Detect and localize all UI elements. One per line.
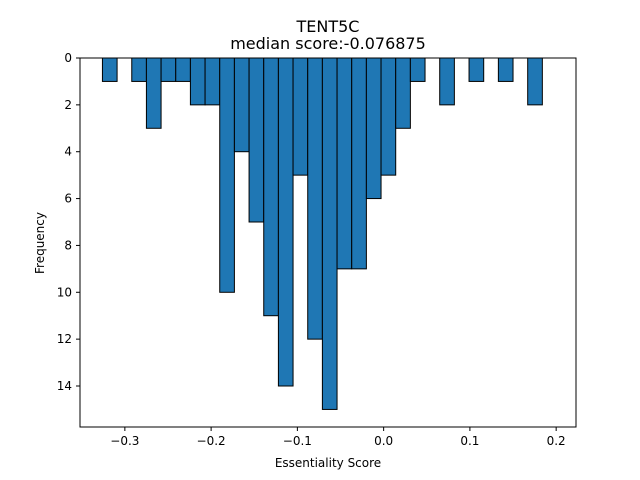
- y-tick-label: 0: [64, 51, 72, 65]
- y-tick-label: 10: [57, 285, 72, 299]
- y-tick-label: 2: [64, 98, 72, 112]
- histogram-bar: [204, 57, 221, 106]
- x-tick-label: −0.1: [283, 434, 312, 448]
- x-tick-label: −0.3: [110, 434, 139, 448]
- bars-group: [101, 57, 543, 410]
- histogram-bar: [248, 57, 265, 223]
- histogram-bar: [497, 57, 514, 82]
- histogram-bar: [277, 57, 294, 387]
- y-axis-label: Frequency: [33, 212, 47, 274]
- y-tick-label: 6: [64, 192, 72, 206]
- x-axis-label: Essentiality Score: [275, 456, 381, 470]
- y-tick-label: 12: [57, 332, 72, 346]
- histogram-bar: [409, 57, 426, 82]
- x-axis: −0.3 −0.2 −0.1 0.0 0.1 0.2: [110, 427, 566, 448]
- histogram-bar: [131, 57, 147, 82]
- histogram-bar: [365, 57, 382, 200]
- histogram-bar: [189, 57, 206, 106]
- histogram-bar: [292, 57, 309, 176]
- histogram-bar: [145, 57, 162, 129]
- y-tick-label: 8: [64, 238, 72, 252]
- histogram-bar: [395, 57, 411, 129]
- histogram-bar: [263, 57, 279, 317]
- histogram-bar: [380, 57, 397, 176]
- histogram-bar: [527, 57, 543, 106]
- histogram-bar: [439, 57, 455, 106]
- histogram-bar: [219, 57, 235, 293]
- histogram-bar: [160, 57, 177, 82]
- chart-subtitle: median score:-0.076875: [230, 34, 426, 53]
- histogram-bar: [351, 57, 367, 270]
- x-tick-label: −0.2: [197, 434, 226, 448]
- y-tick-label: 14: [57, 379, 72, 393]
- histogram-bar: [468, 57, 485, 82]
- histogram-bar: [175, 57, 191, 82]
- histogram-bar: [321, 57, 338, 410]
- histogram-bar: [101, 57, 118, 82]
- histogram-bar: [307, 57, 323, 340]
- chart-title: TENT5C: [296, 17, 360, 36]
- plot-frame: [79, 57, 577, 428]
- histogram-bar: [336, 57, 353, 270]
- y-tick-label: 4: [64, 145, 72, 159]
- x-tick-label: 0.2: [547, 434, 566, 448]
- x-tick-label: 0.0: [374, 434, 393, 448]
- x-tick-label: 0.1: [460, 434, 479, 448]
- y-axis: 0 2 4 6 8 10 12 14: [57, 51, 80, 393]
- histogram-bar: [233, 57, 250, 153]
